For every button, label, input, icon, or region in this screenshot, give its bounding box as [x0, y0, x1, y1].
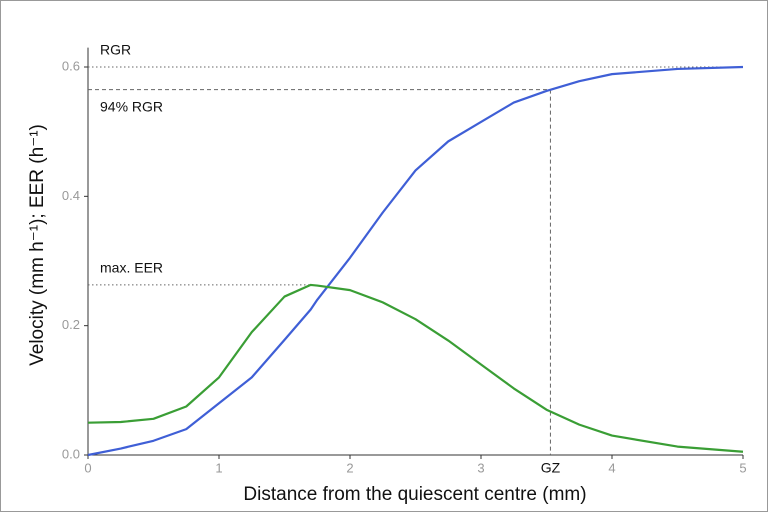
- x-tick-label: 5: [739, 460, 746, 475]
- gz-label: GZ: [541, 460, 561, 476]
- x-tick-label: 0: [84, 460, 91, 475]
- series-line: [87, 283, 744, 453]
- x-tick-label: 4: [608, 460, 615, 475]
- y-tick-label: 0.6: [62, 58, 80, 73]
- y-tick-label: 0.4: [62, 188, 80, 203]
- y-tick-label: 0.2: [62, 317, 80, 332]
- x-axis-label: Distance from the quiescent centre (mm): [243, 484, 586, 505]
- y-tick-label: 0.0: [62, 446, 80, 461]
- annotation: 94% RGR: [100, 98, 163, 114]
- x-tick-label: 1: [215, 460, 222, 475]
- x-tick-label: 3: [477, 460, 484, 475]
- x-tick-label: 2: [346, 460, 353, 475]
- series-line: [87, 65, 744, 457]
- y-axis-label: Velocity (mm h⁻¹); EER (h⁻¹): [27, 124, 48, 366]
- annotation: max. EER: [100, 260, 163, 276]
- annotation: RGR: [100, 42, 131, 58]
